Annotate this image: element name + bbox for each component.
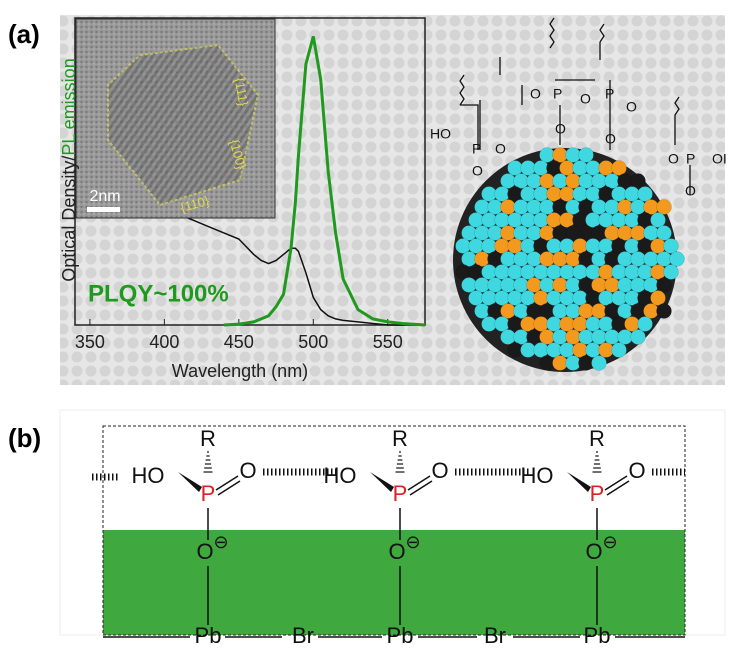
scale-bar [87, 207, 120, 212]
atom: HO [324, 463, 357, 488]
atom-ball [657, 200, 672, 215]
y-axis-label-part: PL emission [59, 58, 79, 155]
figure: (a) 350400450500550 {111} {100} {110} 2n… [0, 0, 729, 660]
atom: OI [712, 151, 727, 167]
atom-ball [651, 213, 666, 228]
atom-ball [664, 239, 679, 254]
atom: O [196, 539, 213, 564]
atom: O [431, 458, 448, 483]
atom: O [605, 131, 616, 147]
atom: HO [521, 463, 554, 488]
panel-label: (b) [8, 423, 41, 453]
atom: ⊖ [213, 532, 228, 552]
atom-ball [638, 317, 653, 332]
atom: P [553, 86, 562, 102]
atom-ball [579, 148, 594, 163]
y-axis-label: Optical Density/PL emission [59, 58, 79, 281]
atom-ball [657, 226, 672, 241]
atom: O [495, 141, 506, 157]
atom: O [530, 86, 541, 102]
atom: HO [430, 126, 451, 142]
atom: R [200, 426, 216, 451]
atom-ball [651, 291, 666, 306]
atom: O [239, 458, 256, 483]
annotation: PLQY~100% [88, 280, 229, 307]
atom: O [668, 151, 679, 167]
panel-label: (a) [8, 19, 40, 49]
x-tick-label: 350 [75, 332, 105, 352]
atom-ball [612, 161, 627, 176]
atom: O [628, 458, 645, 483]
atom: P [605, 86, 614, 102]
atom: P [472, 141, 481, 157]
atom: O [585, 539, 602, 564]
atom: R [589, 426, 605, 451]
atom-ball [657, 278, 672, 293]
x-axis-label: Wavelength (nm) [172, 361, 308, 381]
atom-ball [631, 330, 646, 345]
atom: O [388, 539, 405, 564]
atom: O [580, 91, 591, 107]
atom-ball [670, 252, 685, 267]
x-tick-label: 500 [298, 332, 328, 352]
atom: ⊖ [405, 532, 420, 552]
atom: Br [484, 623, 506, 648]
atom: Br [292, 623, 314, 648]
x-tick-label: 550 [373, 332, 403, 352]
scale-bar-label: 2nm [89, 188, 120, 205]
atom-ball [612, 343, 627, 358]
atom: ⊖ [602, 532, 617, 552]
atom: O [555, 121, 566, 137]
atom-ball [638, 187, 653, 202]
atom-ball [657, 304, 672, 319]
atom: HO [132, 463, 165, 488]
atom-ball [664, 265, 679, 280]
atom: P [686, 151, 695, 167]
atom: O [685, 183, 696, 199]
y-axis-label-part: Optical Density/ [59, 156, 79, 282]
atom-ball [592, 356, 607, 371]
atom: Pb [195, 623, 222, 648]
atom: Pb [387, 623, 414, 648]
x-tick-label: 450 [224, 332, 254, 352]
atom: P [590, 481, 605, 506]
atom-ball [631, 174, 646, 189]
atom: P [201, 481, 216, 506]
atom: P [393, 481, 408, 506]
atom: O [472, 163, 483, 179]
atom: Pb [584, 623, 611, 648]
x-tick-label: 400 [149, 332, 179, 352]
atom: O [626, 99, 637, 115]
atom: R [392, 426, 408, 451]
